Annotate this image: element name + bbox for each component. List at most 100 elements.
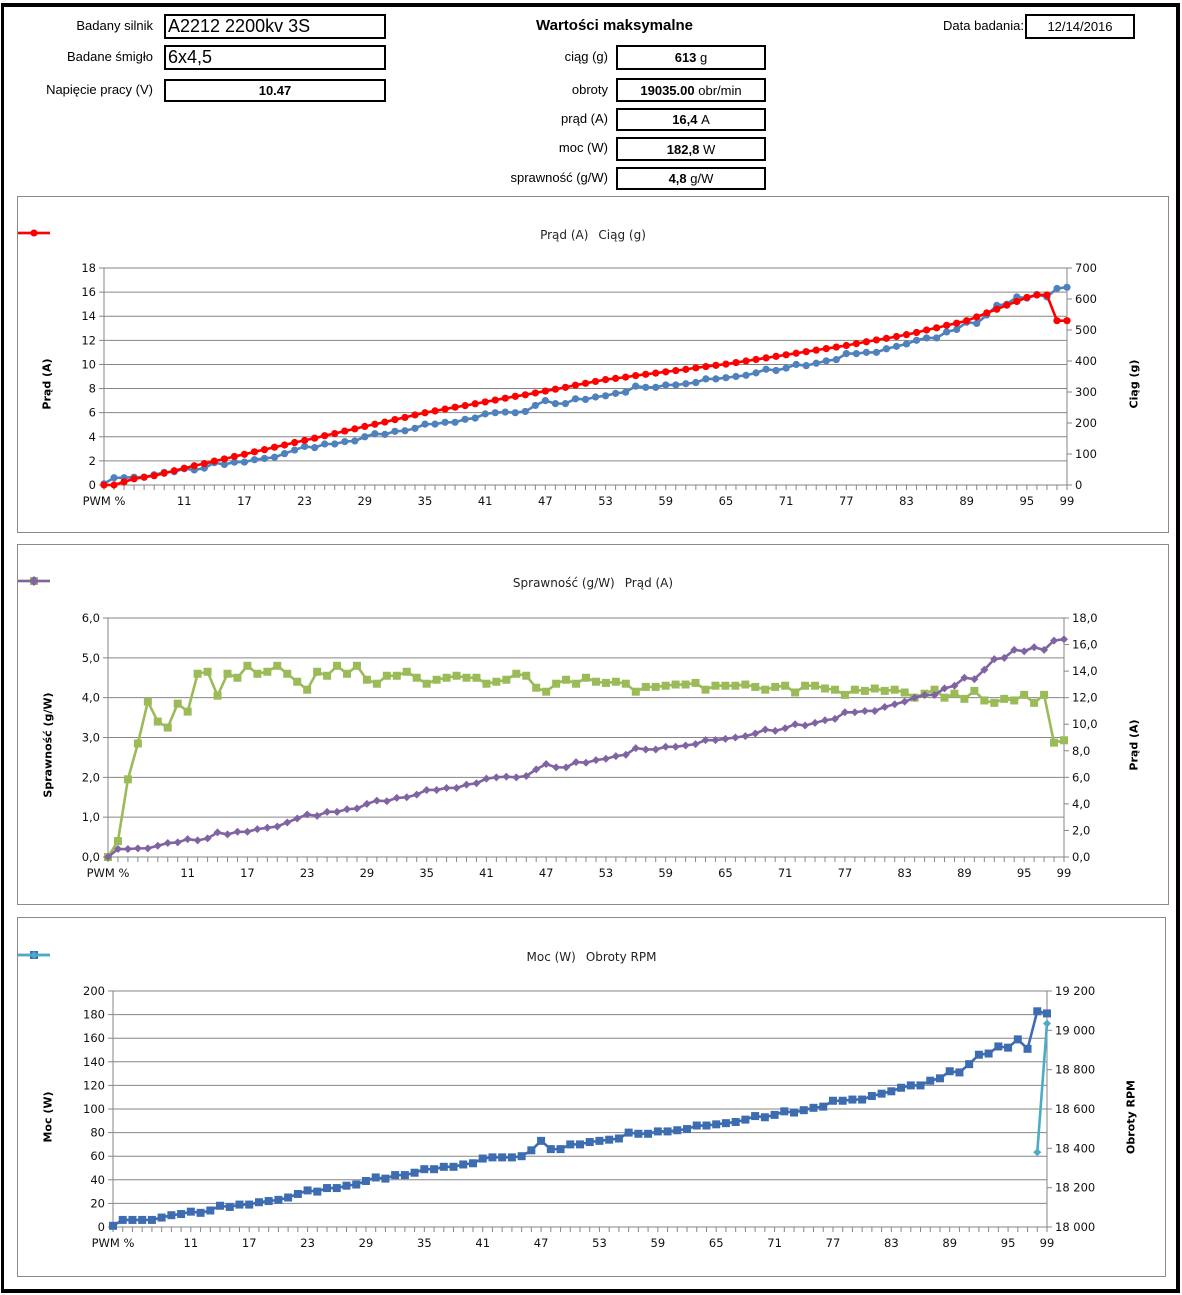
max-efficiency-label: sprawność (g/W) (510, 170, 608, 185)
data-point (850, 708, 859, 717)
motor-field[interactable]: A2212 2200kv 3S (164, 14, 386, 39)
left-axis-tick-label: 160 (83, 1031, 105, 1045)
data-point (906, 1081, 915, 1090)
data-point (830, 714, 839, 723)
x-axis-tick-label: 71 (779, 494, 794, 508)
data-point (632, 371, 640, 380)
data-point (561, 383, 570, 391)
data-point (323, 807, 332, 816)
data-point (468, 1159, 477, 1168)
data-point (361, 422, 369, 431)
data-point (682, 365, 690, 373)
data-point (270, 453, 279, 461)
data-point (858, 1095, 867, 1104)
data-point (546, 1145, 555, 1154)
data-point (290, 446, 299, 454)
data-point (662, 368, 670, 376)
data-point (751, 682, 760, 691)
x-axis-tick-label: 29 (359, 1236, 374, 1250)
data-point (830, 685, 839, 694)
data-point (1020, 690, 1029, 699)
data-point (381, 430, 389, 438)
data-point (1033, 1007, 1042, 1016)
left-axis-tick-label: 16 (81, 285, 96, 299)
data-point (531, 389, 539, 397)
data-point (552, 679, 561, 688)
x-axis-tick-label: 47 (539, 866, 554, 880)
data-point (721, 1119, 730, 1128)
data-point (233, 673, 242, 682)
x-axis-tick-label: 95 (1020, 494, 1035, 508)
max-current-label: prąd (A) (561, 111, 608, 126)
data-point (274, 1195, 283, 1204)
prop-field[interactable]: 6x4,5 (164, 45, 386, 70)
data-point (1043, 1009, 1051, 1018)
x-axis-tick-label: 35 (417, 1236, 432, 1250)
data-point (653, 1127, 662, 1136)
data-point (900, 688, 909, 697)
data-point (801, 721, 810, 730)
chart-plot: 0 20 40 60 80 100 120 140 160 180 200 18 000 18 200 1… (83, 984, 1095, 1250)
data-point (940, 693, 949, 702)
data-point (501, 394, 509, 402)
legend-label: Prąd (A) (540, 228, 589, 242)
data-point (1040, 690, 1049, 699)
max-efficiency-unit: g/W (690, 171, 714, 186)
data-point (811, 718, 820, 727)
data-point (943, 321, 951, 329)
series-line (112, 1009, 1048, 1227)
data-point (220, 455, 228, 463)
data-point (210, 457, 218, 465)
data-point (673, 1126, 682, 1135)
left-axis-tick-label: 0 (89, 478, 96, 492)
data-point (471, 400, 479, 408)
data-point (420, 1165, 429, 1174)
right-axis-tick-label: 100 (1075, 447, 1097, 461)
legend-item-power: Moc (W) (18, 950, 576, 964)
data-point (341, 438, 349, 446)
data-point (832, 343, 840, 351)
data-point (264, 1197, 273, 1206)
data-point (250, 448, 259, 456)
x-axis-tick-label: 71 (767, 1236, 782, 1250)
data-point (461, 402, 469, 410)
data-point (920, 691, 929, 700)
data-point (352, 804, 361, 813)
data-point (123, 775, 132, 784)
data-point (605, 1135, 614, 1144)
data-point (240, 458, 249, 466)
data-point (431, 420, 439, 428)
x-axis-tick-label: 95 (1001, 1236, 1016, 1250)
data-point (551, 400, 560, 408)
data-point (970, 675, 979, 684)
voltage-field[interactable]: 10.47 (164, 79, 386, 102)
data-point (352, 1180, 361, 1189)
data-point (342, 1181, 351, 1190)
data-point (1053, 317, 1061, 325)
data-point (402, 793, 411, 802)
data-point (541, 387, 549, 395)
right-axis-tick-label: 500 (1075, 323, 1097, 337)
data-point (412, 790, 421, 799)
data-point (441, 405, 449, 413)
x-axis-tick-label: 17 (237, 494, 252, 508)
data-point (341, 427, 349, 435)
data-point (502, 675, 511, 684)
data-point (722, 360, 730, 368)
data-point (781, 681, 790, 690)
left-axis-tick-label: 0 (98, 1220, 105, 1234)
left-axis-tick-label: 140 (83, 1055, 105, 1069)
x-axis-tick-label: 77 (826, 1236, 841, 1250)
date-field[interactable]: 12/14/2016 (1025, 14, 1135, 39)
data-point (421, 420, 429, 428)
data-point (462, 673, 471, 682)
data-point (280, 441, 289, 449)
data-point (621, 679, 630, 688)
data-point (521, 407, 529, 416)
left-axis-tick-label: 4,0 (82, 691, 100, 705)
data-point (542, 760, 551, 769)
data-point (502, 772, 511, 781)
data-point (240, 450, 249, 458)
data-point (910, 693, 919, 702)
max-thrust-field: 613 g (616, 45, 766, 70)
